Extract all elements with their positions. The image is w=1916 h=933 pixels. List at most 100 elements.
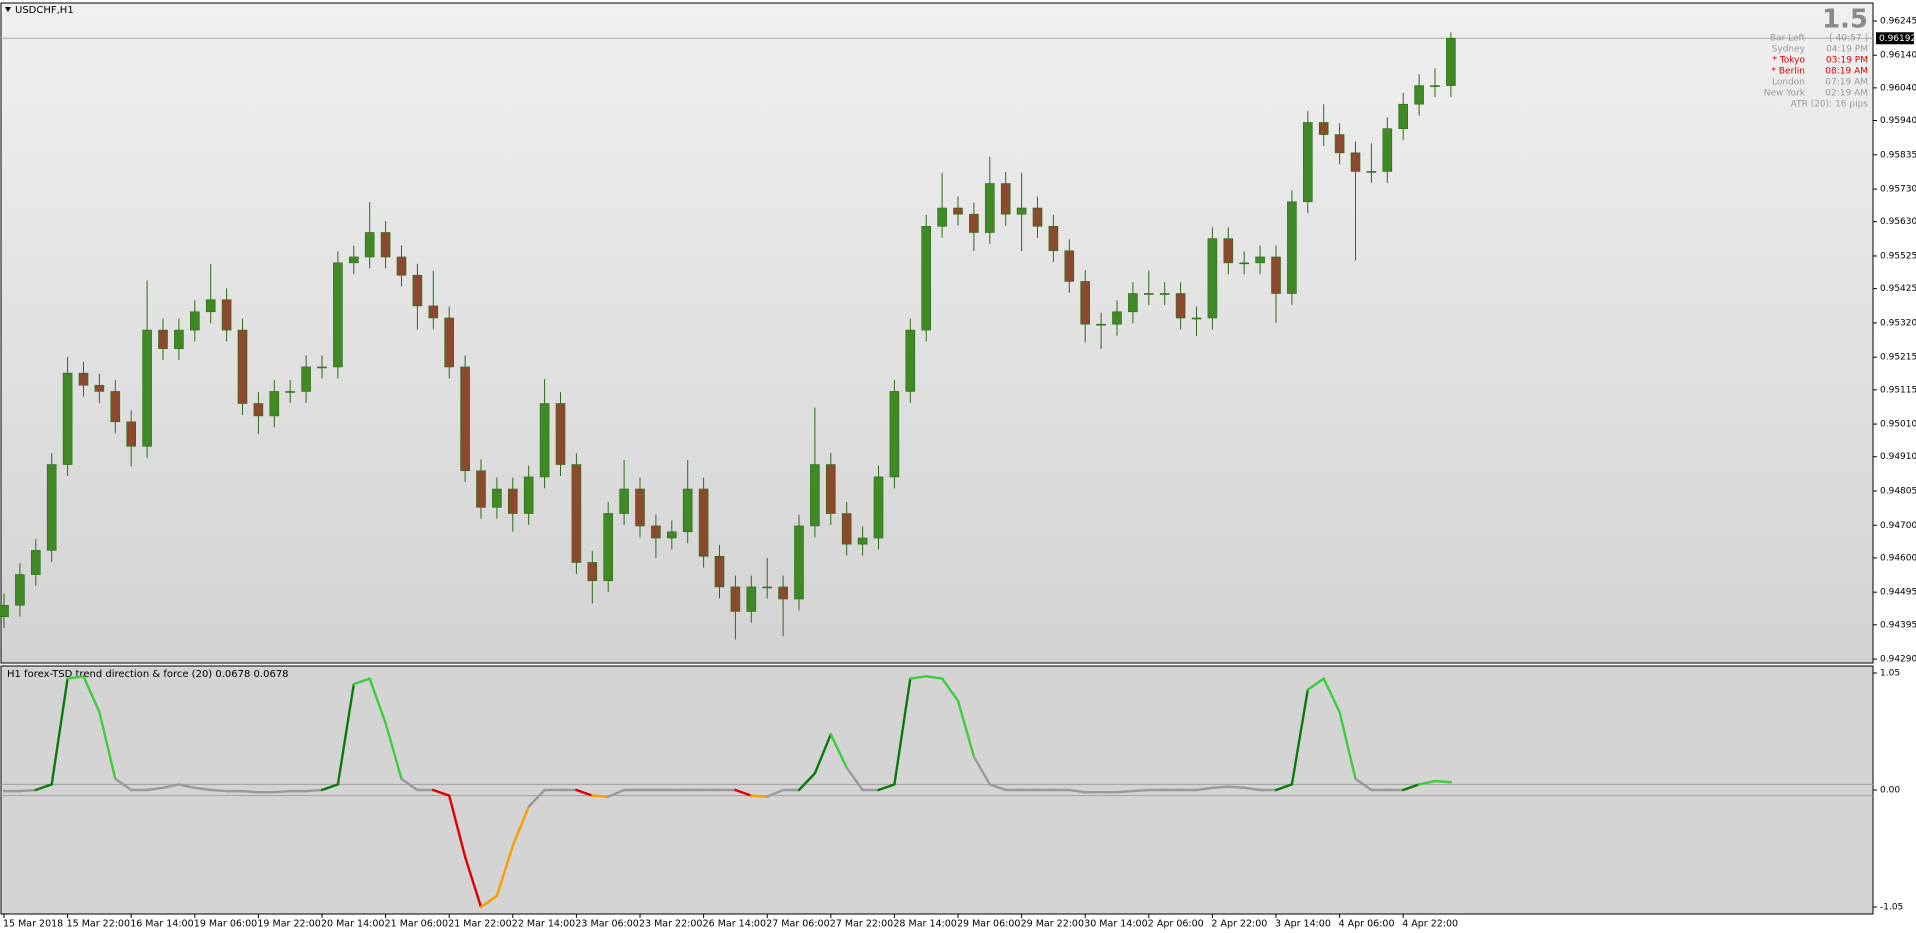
candle-body	[984, 183, 995, 233]
indicator-title: H1 forex-TSD trend direction & force (20…	[7, 669, 289, 680]
x-tick-label: 29 Mar 06:00	[957, 919, 1020, 930]
candle-body	[539, 403, 550, 478]
y-tick-label: 0.94290	[1880, 655, 1916, 665]
candle-body	[1064, 250, 1075, 282]
candle-body	[1350, 152, 1361, 172]
indicator-segment	[925, 675, 944, 680]
candle-body	[571, 464, 582, 563]
candle-body	[142, 329, 152, 447]
indicator-segment	[352, 677, 371, 686]
indicator-segment	[607, 788, 626, 798]
candle-body	[1414, 85, 1424, 105]
candle-body	[1239, 262, 1249, 265]
indicator-segment	[66, 675, 85, 680]
indicator-segment	[98, 710, 117, 781]
candle-body	[46, 464, 57, 551]
candle-body	[746, 586, 757, 612]
x-tick-label: 4 Apr 06:00	[1339, 919, 1395, 930]
price-panel	[0, 2, 1874, 664]
y-tick-label: 0.95320	[1880, 318, 1916, 328]
candle-body	[1048, 225, 1059, 252]
candle-body	[1175, 293, 1186, 319]
indicator-segment	[893, 677, 912, 786]
indicator-segment	[575, 788, 594, 797]
indicator-segment	[1211, 785, 1230, 789]
indicator-segment	[1242, 786, 1262, 792]
indicator-segment	[82, 675, 101, 714]
candle-body	[810, 464, 820, 527]
info-value: 03:19 PM	[1826, 56, 1868, 66]
current-price-label: 0.96192	[1879, 34, 1916, 44]
x-tick-label: 19 Mar 22:00	[257, 919, 320, 930]
candle-body	[619, 488, 629, 514]
x-tick-label: 30 Mar 14:00	[1084, 919, 1147, 930]
y-tick-label: 0.94600	[1880, 553, 1916, 563]
indicator-segment	[1115, 789, 1135, 794]
candle-body	[396, 256, 407, 276]
candle-body	[523, 476, 534, 514]
y-tick-label: 0.96040	[1880, 83, 1916, 93]
candle-body	[221, 299, 232, 331]
indicator-segment	[527, 788, 546, 808]
candle-body	[348, 256, 359, 264]
candle-body	[1128, 293, 1138, 313]
candle-body	[412, 274, 423, 307]
indicator-segment	[209, 788, 228, 793]
candle-body	[937, 207, 947, 227]
candle-body	[364, 232, 375, 258]
x-tick-label: 20 Mar 14:00	[321, 919, 384, 930]
candle-body	[476, 470, 486, 508]
y-tick-label: 0.94700	[1880, 521, 1916, 531]
candle-body	[969, 213, 979, 233]
y-tick-label: 0.95215	[1880, 353, 1916, 363]
y-tick-label: -1.05	[1880, 903, 1903, 913]
candle-body	[492, 488, 502, 508]
indicator-segment	[591, 794, 610, 798]
y-tick-label: 0.95010	[1880, 420, 1916, 430]
indicator-segment	[50, 677, 69, 786]
indicator-segment	[495, 844, 514, 898]
indicator-segment	[511, 805, 530, 847]
indicator-segment	[241, 789, 260, 794]
indicator-segment	[1354, 777, 1373, 792]
candle-body	[1159, 293, 1170, 295]
current-price-box	[1876, 32, 1914, 45]
candle-body	[1255, 256, 1265, 264]
indicator-segment	[479, 894, 499, 909]
info-label: London	[1772, 78, 1805, 88]
candle-body	[603, 513, 614, 582]
candle-body	[380, 232, 391, 258]
indicator-segment	[193, 786, 212, 792]
candle-body	[110, 391, 121, 423]
y-tick-label: 1.05	[1880, 669, 1900, 679]
indicator-segment	[18, 788, 37, 793]
candle-body	[0, 604, 9, 617]
candle-body	[126, 421, 136, 447]
indicator-segment	[320, 783, 340, 792]
candle-body	[1334, 134, 1345, 154]
y-tick-label: 0.94805	[1880, 486, 1916, 496]
candle-body	[857, 537, 868, 545]
candle-body	[1446, 37, 1456, 86]
candle-body	[253, 403, 264, 417]
x-tick-label: 27 Mar 06:00	[766, 919, 829, 930]
candle-body	[15, 574, 25, 606]
candle-body	[507, 488, 518, 514]
x-tick-label: 29 Mar 22:00	[1021, 919, 1084, 930]
indicator-segment	[161, 783, 181, 789]
x-tick-label: 4 Apr 22:00	[1402, 919, 1458, 930]
x-tick-label: 15 Mar 22:00	[67, 919, 130, 930]
menu-arrow[interactable]	[5, 7, 11, 12]
info-label: * Tokyo	[1772, 56, 1805, 66]
indicator-segment	[1131, 788, 1151, 793]
candle-body	[889, 391, 900, 478]
candle-body	[666, 531, 677, 539]
indicator-segment	[1068, 788, 1087, 794]
x-tick-label: 2 Apr 22:00	[1211, 919, 1267, 930]
indicator-segment	[304, 788, 324, 793]
candle-body	[174, 329, 184, 349]
candle-body	[873, 476, 884, 539]
indicator-segment	[432, 788, 451, 797]
info-value: 07:19 AM	[1825, 78, 1868, 88]
